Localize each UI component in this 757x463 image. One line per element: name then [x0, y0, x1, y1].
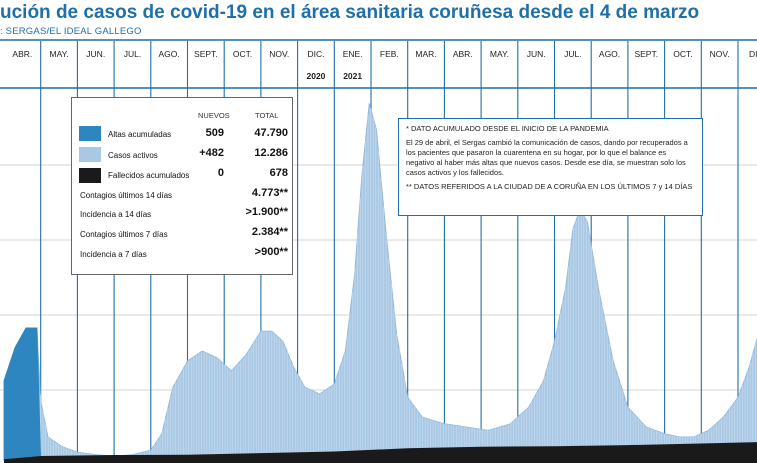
stat-label-incidencia-14: Incidencia a 14 días	[80, 210, 152, 219]
legend-swatch-fallecidos	[79, 168, 101, 183]
note-title: * DATO ACUMULADO DESDE EL INICIO DE LA P…	[406, 124, 609, 133]
month-tick-label: ENE.	[343, 49, 363, 59]
month-tick-label: JUN.	[527, 49, 546, 59]
month-tick-label: MAY.	[50, 49, 69, 59]
month-tick-label: MAY.	[490, 49, 509, 59]
month-tick-label: ABR.	[453, 49, 473, 59]
legend-new-fallecidos: 0	[217, 167, 224, 179]
note-body: El 29 de abril, el Sergas cambió la comu…	[406, 138, 688, 177]
stat-label-incidencia-7: Incidencia a 7 días	[80, 250, 147, 259]
series-fallecidos-acumulados	[4, 442, 757, 463]
month-tick-label: MAR.	[415, 49, 436, 59]
stat-label-contagios-14: Contagios últimos 14 días	[80, 191, 173, 200]
month-tick-label: SEPT.	[194, 49, 218, 59]
chart-title: ución de casos de covid-19 en el área sa…	[0, 2, 700, 23]
legend-total-altas: 47.790	[254, 127, 288, 139]
year-tick-label: 2020	[306, 71, 325, 81]
stat-label-contagios-7: Contagios últimos 7 días	[80, 230, 168, 239]
month-tick-label: OCT.	[233, 49, 252, 59]
series-altas-acumuladas	[3, 327, 42, 461]
stat-value-contagios-14: 4.773**	[251, 187, 288, 199]
month-tick-label: AGO.	[159, 49, 180, 59]
month-tick-label: JUL.	[564, 49, 581, 59]
month-tick-label: JUL.	[124, 49, 141, 59]
legend-header-total: TOTAL	[255, 111, 279, 120]
legend-label-fallecidos: Fallecidos acumulados	[108, 171, 190, 180]
legend-label-altas: Altas acumuladas	[108, 130, 172, 139]
month-tick-label: NOV.	[710, 49, 730, 59]
month-tick-label: OCT.	[673, 49, 692, 59]
chart-source: : SERGAS/EL IDEAL GALLEGO	[0, 26, 142, 37]
year-tick-label: 2021	[343, 71, 362, 81]
month-tick-label: AGO.	[599, 49, 620, 59]
note-footer: ** DATOS REFERIDOS A LA CIUDAD DE A CORU…	[406, 182, 693, 191]
legend-label-activos: Casos activos	[108, 151, 158, 160]
legend-box: NUEVOS TOTAL Altas acumuladas 509 47.790…	[71, 97, 293, 275]
legend-swatch-altas	[79, 126, 101, 141]
legend-swatch-activos	[79, 147, 101, 162]
legend-header-new: NUEVOS	[198, 111, 230, 120]
notes-box: * DATO ACUMULADO DESDE EL INICIO DE LA P…	[398, 118, 703, 216]
stat-value-incidencia-7: >900**	[254, 246, 288, 258]
month-tick-label: FEB.	[380, 49, 399, 59]
stat-value-contagios-7: 2.384**	[251, 226, 288, 238]
month-tick-label: NOV.	[269, 49, 289, 59]
stat-value-incidencia-14: >1.900**	[245, 206, 288, 218]
month-tick-label: SEPT.	[634, 49, 658, 59]
month-tick-label: DIC	[749, 49, 757, 59]
legend-total-fallecidos: 678	[269, 167, 288, 179]
month-tick-label: DIC.	[307, 49, 324, 59]
legend-total-activos: 12.286	[254, 147, 288, 159]
legend-new-altas: 509	[205, 127, 224, 139]
legend-new-activos: +482	[199, 147, 224, 159]
month-tick-label: JUN.	[86, 49, 105, 59]
month-tick-label: ABR.	[12, 49, 32, 59]
